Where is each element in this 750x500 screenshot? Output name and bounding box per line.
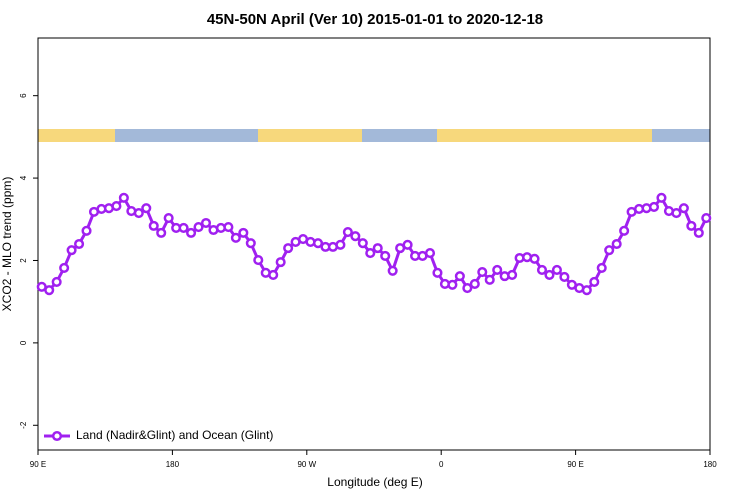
point: [402, 239, 413, 250]
point: [283, 243, 294, 254]
point: [74, 238, 85, 250]
point: [312, 238, 324, 249]
point: [186, 227, 197, 238]
plot-frame: [37, 37, 711, 451]
point: [432, 267, 443, 278]
point: [59, 262, 70, 273]
point: [230, 232, 241, 243]
point: [253, 255, 264, 266]
point: [596, 262, 607, 273]
point: [44, 285, 55, 296]
point: [686, 220, 697, 231]
point: [200, 217, 212, 229]
x-tick-label: 180: [166, 460, 180, 469]
point: [551, 264, 562, 276]
point: [223, 222, 234, 233]
point: [507, 269, 518, 280]
point: [245, 238, 256, 249]
point: [462, 283, 473, 294]
point: [447, 279, 458, 290]
point: [81, 225, 92, 236]
point: [148, 220, 159, 231]
point: [589, 276, 600, 287]
point: [604, 245, 615, 256]
point: [469, 278, 480, 290]
point: [380, 250, 391, 261]
land: [38, 129, 115, 142]
point: [133, 208, 144, 219]
y-tick-label: 4: [19, 175, 28, 180]
point: [424, 248, 436, 259]
point: [335, 239, 346, 250]
point: [357, 238, 368, 249]
land: [437, 129, 652, 142]
x-tick-label: 180: [703, 460, 717, 469]
x-tick-label: 90 W: [297, 460, 316, 469]
y-tick-label: -2: [19, 421, 28, 429]
point: [66, 245, 77, 256]
point: [156, 227, 167, 238]
point: [648, 201, 660, 212]
point: [238, 227, 249, 238]
x-tick-label: 90 E: [30, 460, 46, 469]
y-tick-label: 2: [19, 258, 28, 263]
point: [275, 257, 286, 268]
point: [163, 212, 174, 224]
point: [559, 271, 570, 283]
point: [193, 222, 204, 233]
point: [484, 274, 495, 285]
point: [111, 201, 122, 212]
point: [118, 192, 129, 203]
point: [342, 227, 353, 238]
x-tick-label: 0: [439, 460, 444, 469]
point: [477, 266, 488, 278]
point: [492, 264, 503, 276]
y-axis-label: XCO2 - MLO trend (ppm): [0, 177, 14, 312]
point: [693, 227, 704, 238]
point: [611, 238, 622, 250]
x-tick-label: 90 E: [567, 460, 583, 469]
point: [141, 203, 152, 214]
point: [671, 208, 682, 219]
point: [350, 231, 361, 242]
legend-marker: [51, 430, 63, 442]
legend-label: Land (Nadir&Glint) and Ocean (Glint): [76, 428, 273, 442]
point: [365, 248, 376, 259]
point: [536, 264, 548, 276]
point: [656, 192, 667, 203]
point: [619, 225, 630, 236]
point: [678, 203, 689, 214]
y-tick-label: 0: [19, 340, 28, 345]
chart-title: 45N-50N April (Ver 10) 2015-01-01 to 202…: [207, 11, 543, 28]
point: [454, 271, 465, 282]
y-tick-label: 6: [19, 93, 28, 98]
point: [387, 265, 398, 276]
land: [258, 129, 362, 142]
x-axis-label: Longitude (deg E): [327, 475, 422, 489]
point: [581, 285, 592, 296]
point: [529, 253, 540, 264]
point: [178, 222, 189, 233]
point: [372, 243, 383, 254]
point: [268, 269, 279, 280]
point: [544, 269, 555, 280]
map-strip: [38, 129, 710, 142]
point: [701, 212, 712, 224]
point: [51, 276, 62, 287]
